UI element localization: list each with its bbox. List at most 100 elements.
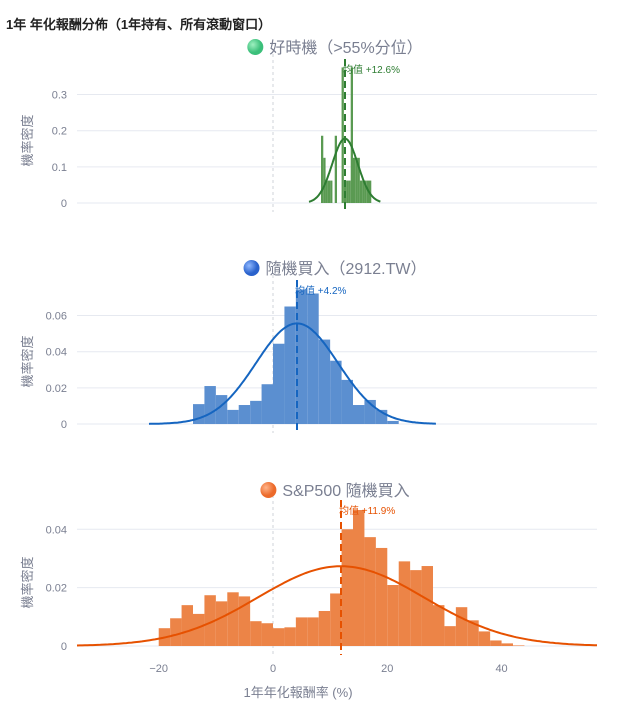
histogram-bar xyxy=(250,621,262,646)
y-tick-label: 0.02 xyxy=(46,583,67,595)
histogram-bar xyxy=(295,617,308,646)
histogram-bar xyxy=(501,643,513,646)
legend-marker-icon xyxy=(243,260,260,276)
histogram-bar xyxy=(410,570,422,646)
histogram-bar xyxy=(238,405,251,424)
histogram-bar xyxy=(355,157,358,203)
histogram-bar xyxy=(321,135,324,203)
histogram-bar xyxy=(490,640,502,646)
histogram-bar xyxy=(250,400,262,424)
x-axis-label: 1年年化報酬率 (%) xyxy=(243,685,352,700)
histogram-bar xyxy=(359,180,363,203)
histogram-bar xyxy=(362,180,365,203)
legend-marker-icon xyxy=(247,39,264,55)
panel-2: 0 0.02 0.04 機率密度 均值 +11.9% S&P500 隨機買入 −20 0 20 4… xyxy=(20,482,598,700)
x-tick-label: −20 xyxy=(149,663,168,675)
histogram-bar xyxy=(284,627,296,646)
legend-marker-icon xyxy=(260,482,277,498)
y-tick-label: 0 xyxy=(61,419,67,431)
histogram-bar xyxy=(170,618,182,646)
x-tick-label: 40 xyxy=(495,663,507,675)
histogram-bar xyxy=(318,339,331,424)
histogram-bar xyxy=(513,645,525,646)
histogram-bar xyxy=(334,135,337,203)
histogram-bar xyxy=(346,180,349,203)
normal-fit-curve xyxy=(148,322,436,425)
y-tick-label: 0.1 xyxy=(52,162,67,174)
y-tick-label: 0.04 xyxy=(46,524,67,536)
y-tick-label: 0 xyxy=(61,198,67,210)
y-tick-label: 0.3 xyxy=(52,90,67,102)
histogram-bar xyxy=(295,289,308,424)
histogram-bar xyxy=(387,585,399,646)
histogram-bar xyxy=(204,386,216,424)
histogram-bar xyxy=(369,180,372,203)
y-tick-label: 0.04 xyxy=(46,347,67,359)
y-tick-label: 0.06 xyxy=(46,311,67,323)
histogram-bar xyxy=(433,605,445,646)
y-axis-label: 機率密度 xyxy=(20,114,35,166)
histogram-bar xyxy=(227,592,239,646)
legend-label: S&P500 隨機買入 xyxy=(282,482,409,500)
y-axis-label: 機率密度 xyxy=(20,335,35,387)
panel-0: 0 0.1 0.2 0.3 機率密度 均值 +12.6% 好時機（>55%分位） xyxy=(20,39,597,212)
histogram-bar xyxy=(330,180,333,203)
histogram-bar xyxy=(227,409,239,424)
histogram-bar xyxy=(341,379,353,424)
x-tick-label: 0 xyxy=(270,663,276,675)
histogram-bar xyxy=(478,631,491,646)
histogram-bar xyxy=(387,420,399,424)
histogram-bar xyxy=(215,601,228,646)
legend: S&P500 隨機買入 xyxy=(260,482,410,500)
histogram-bar xyxy=(364,537,376,646)
histogram-bar xyxy=(204,595,216,646)
legend-label: 好時機（>55%分位） xyxy=(269,39,422,57)
legend-label: 隨機買入（2912.TW） xyxy=(266,260,427,278)
chart-title: 1年 年化報酬分佈（1年持有、所有滾動窗口） xyxy=(6,17,272,32)
histogram-bar xyxy=(273,628,285,646)
y-tick-label: 0.02 xyxy=(46,383,67,395)
mean-annotation: 均值 +12.6% xyxy=(343,63,400,76)
histogram-bar xyxy=(375,409,388,424)
histogram-bar xyxy=(330,593,342,646)
histogram-bar xyxy=(307,617,319,646)
histogram-bar xyxy=(193,613,205,646)
histogram-bar xyxy=(318,610,331,646)
histogram-bar xyxy=(284,306,296,424)
histogram-bar xyxy=(455,607,468,646)
histogram-bar xyxy=(375,547,388,646)
y-tick-label: 0 xyxy=(61,641,67,653)
histogram-bar xyxy=(261,623,273,646)
legend: 隨機買入（2912.TW） xyxy=(243,260,427,278)
histogram-bar xyxy=(238,596,251,646)
histogram-bar xyxy=(323,157,326,203)
histogram-bar xyxy=(273,343,285,424)
histogram-bar xyxy=(357,157,360,203)
histogram-bar xyxy=(350,67,353,203)
histogram-bar xyxy=(398,561,411,646)
y-tick-label: 0.2 xyxy=(52,126,67,138)
histogram-bar xyxy=(341,67,344,203)
y-axis-label: 機率密度 xyxy=(20,556,35,608)
histogram-bar xyxy=(444,626,456,646)
histogram-bar xyxy=(353,510,365,646)
histogram-bar xyxy=(330,360,342,424)
histogram-bar xyxy=(215,395,228,424)
histogram-bar xyxy=(261,384,273,424)
mean-annotation: 均值 +11.9% xyxy=(339,504,395,517)
histogram-bar xyxy=(341,529,353,646)
legend: 好時機（>55%分位） xyxy=(247,39,423,57)
normal-fit-curve xyxy=(76,565,598,647)
histogram-bar xyxy=(181,605,193,646)
histogram-bar xyxy=(193,404,205,424)
histogram-bar xyxy=(364,180,367,203)
histogram-bar xyxy=(364,399,376,424)
panel-1: 0 0.02 0.04 0.06 機率密度 均值 +4.2% 隨機買入（2912.TW） xyxy=(20,260,597,433)
histogram-bar xyxy=(325,180,328,203)
mean-annotation: 均值 +4.2% xyxy=(295,284,347,297)
histogram-bar xyxy=(353,405,365,424)
histogram-bar xyxy=(467,620,479,646)
x-tick-label: 20 xyxy=(381,663,393,675)
histogram-bar xyxy=(353,157,356,203)
